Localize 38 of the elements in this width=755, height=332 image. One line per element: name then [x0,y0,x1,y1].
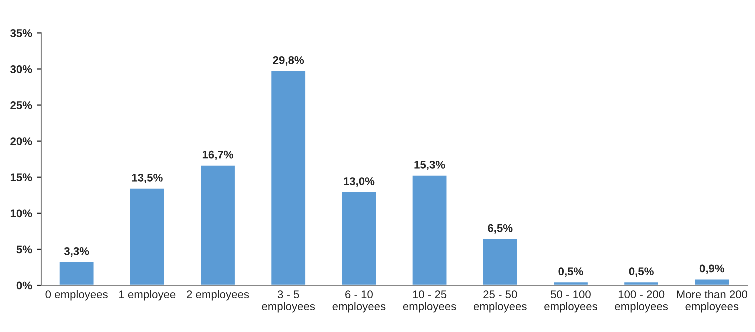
y-tick-label: 20% [10,138,32,146]
x-tick-label: 50 - 100 employees [544,290,598,313]
x-tick-label: 3 - 5 employees [262,290,316,313]
y-tick-label: 25% [10,102,32,110]
x-tick-label: 25 - 50 employees [474,290,527,313]
data-label: 3,3% [64,248,90,257]
data-label: 16,7% [202,150,234,160]
y-tick-label: 35% [10,29,32,38]
data-label: 0,9% [700,264,725,274]
data-label: 15,3% [414,160,446,170]
bar [482,238,519,286]
bar [694,278,730,286]
data-label: 13,0% [344,178,375,188]
x-tick-label: 1 employee [120,290,176,301]
bar [411,174,448,286]
x-tick-label: 100 - 200 employees [615,290,668,313]
bar [270,70,307,286]
y-tick-label: 5% [16,246,32,254]
x-tick-label: 10 - 25 employees [403,290,456,313]
data-label: 0,5% [629,268,654,278]
x-tick-label: More than 200 employees [677,290,748,313]
bar [623,281,660,286]
bar [552,281,590,286]
data-label: 6,5% [488,224,513,234]
bar [129,188,166,286]
data-label: 13,5% [132,174,163,184]
x-tick-label: 0 employees [46,290,108,301]
y-tick-label: 0% [16,282,32,290]
data-label: 0,5% [558,268,584,278]
x-tick-label: 2 employees [187,290,250,301]
y-tick-label: 30% [10,66,32,74]
bar [200,164,236,286]
y-tick-label: 10% [10,210,32,218]
bar [340,191,378,286]
y-tick-label: 15% [10,174,32,182]
bar [58,261,96,286]
x-tick-label: 6 - 10 employees [332,290,386,313]
data-label: 29,8% [273,56,304,66]
